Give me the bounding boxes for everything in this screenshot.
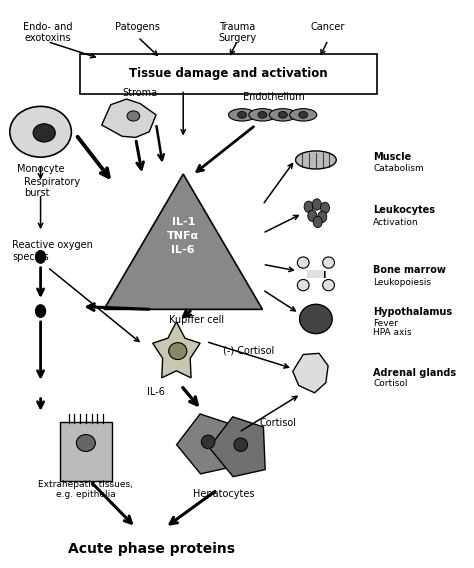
Text: Trauma
Surgery: Trauma Surgery — [219, 22, 256, 43]
Ellipse shape — [127, 111, 140, 121]
Text: Tissue damage and activation: Tissue damage and activation — [129, 68, 328, 81]
Text: Hepatocytes: Hepatocytes — [193, 488, 255, 499]
Text: (-) Cortisol: (-) Cortisol — [223, 345, 274, 356]
Ellipse shape — [297, 257, 309, 268]
Ellipse shape — [297, 279, 309, 291]
Circle shape — [308, 210, 317, 222]
Text: Monocyte: Monocyte — [17, 164, 64, 174]
Ellipse shape — [169, 343, 187, 360]
Text: Patogens: Patogens — [116, 22, 160, 32]
Ellipse shape — [10, 106, 72, 157]
Text: Activation: Activation — [374, 218, 419, 227]
Text: Catabolism: Catabolism — [374, 165, 424, 173]
Circle shape — [312, 199, 321, 210]
Circle shape — [313, 216, 322, 228]
Circle shape — [36, 250, 46, 263]
Text: Acute phase proteins: Acute phase proteins — [68, 542, 235, 556]
Text: Adrenal glands: Adrenal glands — [374, 367, 456, 378]
Text: Muscle: Muscle — [374, 152, 411, 161]
Text: Cortisol: Cortisol — [260, 418, 297, 428]
Ellipse shape — [33, 124, 55, 142]
Text: Extrahepatic tissues,
e.g. epithelia: Extrahepatic tissues, e.g. epithelia — [38, 479, 133, 499]
Polygon shape — [153, 322, 200, 378]
Circle shape — [36, 305, 46, 318]
Ellipse shape — [76, 435, 95, 452]
Ellipse shape — [323, 279, 335, 291]
Circle shape — [304, 201, 313, 212]
Text: Stroma: Stroma — [123, 88, 158, 98]
Ellipse shape — [290, 108, 317, 121]
Ellipse shape — [323, 257, 335, 268]
Text: Kupffer cell: Kupffer cell — [169, 315, 224, 324]
Ellipse shape — [258, 111, 267, 118]
Ellipse shape — [237, 111, 246, 118]
Polygon shape — [293, 353, 328, 393]
Ellipse shape — [249, 108, 276, 121]
Text: HPA axis: HPA axis — [374, 328, 412, 337]
Ellipse shape — [269, 108, 296, 121]
Text: IL-6: IL-6 — [147, 387, 165, 396]
Circle shape — [318, 211, 327, 223]
Text: Fever: Fever — [374, 319, 399, 328]
Polygon shape — [177, 414, 233, 474]
Ellipse shape — [299, 111, 308, 118]
Polygon shape — [209, 417, 265, 477]
Text: Leukopoiesis: Leukopoiesis — [374, 278, 431, 287]
Text: Bone marrow: Bone marrow — [374, 265, 447, 275]
Polygon shape — [102, 99, 156, 137]
Text: Reactive oxygen
species: Reactive oxygen species — [12, 240, 93, 262]
Bar — [307, 270, 325, 278]
Text: Cancer: Cancer — [311, 22, 346, 32]
Text: Endo- and
exotoxins: Endo- and exotoxins — [23, 22, 72, 43]
Text: Respiratory
burst: Respiratory burst — [24, 177, 80, 198]
Text: Endothelium: Endothelium — [243, 93, 305, 102]
Polygon shape — [104, 174, 263, 310]
Text: Cortisol: Cortisol — [374, 379, 408, 389]
Text: Leukocytes: Leukocytes — [374, 205, 436, 215]
Ellipse shape — [300, 304, 332, 333]
Ellipse shape — [201, 435, 215, 449]
Text: IL-1
TNFα
IL-6: IL-1 TNFα IL-6 — [167, 217, 199, 255]
FancyBboxPatch shape — [60, 421, 112, 481]
Ellipse shape — [234, 438, 247, 452]
Circle shape — [320, 202, 329, 214]
Ellipse shape — [278, 111, 287, 118]
Text: Hypothalamus: Hypothalamus — [374, 307, 453, 317]
Ellipse shape — [228, 108, 255, 121]
Ellipse shape — [295, 151, 336, 169]
FancyBboxPatch shape — [80, 54, 377, 94]
